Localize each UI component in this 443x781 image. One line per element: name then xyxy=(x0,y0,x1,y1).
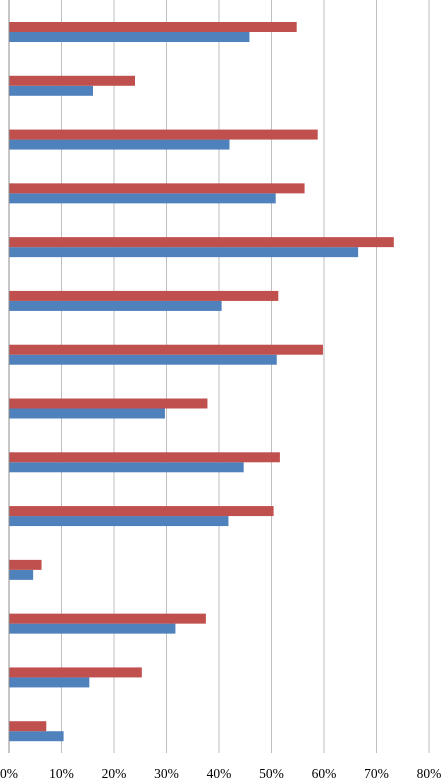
tick-labels: 0% 10% 20% 30% 40% 50% 60% 70% 80% xyxy=(0,766,441,781)
x-tick-label: 40% xyxy=(207,766,232,781)
bar-series-blue xyxy=(9,193,276,204)
bar-series-red xyxy=(9,559,42,570)
bar-series-red xyxy=(9,344,323,355)
bar-series-red xyxy=(9,667,142,678)
bar-series-blue xyxy=(9,32,250,42)
bar-series-red xyxy=(9,22,297,32)
bar-series-red xyxy=(9,452,280,463)
bar-series-red xyxy=(9,237,394,248)
x-tick-label: 50% xyxy=(259,766,284,781)
x-tick-label: 10% xyxy=(49,766,74,781)
bar-series-red xyxy=(9,398,208,409)
bar-series-blue xyxy=(9,354,277,365)
bar-series-red xyxy=(9,75,135,86)
bar-series-blue xyxy=(9,85,93,96)
bar-series-blue xyxy=(9,731,64,742)
bar-series-blue xyxy=(9,462,244,473)
bar-series-blue xyxy=(9,247,359,258)
bar-series-red xyxy=(9,183,305,194)
x-tick-label: 20% xyxy=(102,766,127,781)
bar-series-red xyxy=(9,290,279,301)
bar-series-blue xyxy=(9,516,229,527)
bar-series-red xyxy=(9,506,274,517)
bar-series-red xyxy=(9,721,47,732)
x-tick-label: 70% xyxy=(364,766,389,781)
x-tick-label: 60% xyxy=(312,766,337,781)
bar-series-red xyxy=(9,129,318,140)
bar-series-blue xyxy=(9,139,230,150)
x-tick-label: 80% xyxy=(417,766,442,781)
gridlines xyxy=(61,0,430,753)
bar-series-blue xyxy=(9,569,34,580)
bar-series-blue xyxy=(9,300,222,311)
bar-series-blue xyxy=(9,408,165,419)
bar-group xyxy=(9,22,394,742)
bar-series-blue xyxy=(9,677,90,688)
x-tick-label: 30% xyxy=(154,766,179,781)
bar-series-red xyxy=(9,613,206,624)
x-tick-label: 0% xyxy=(0,766,18,781)
bar-series-blue xyxy=(9,623,176,634)
